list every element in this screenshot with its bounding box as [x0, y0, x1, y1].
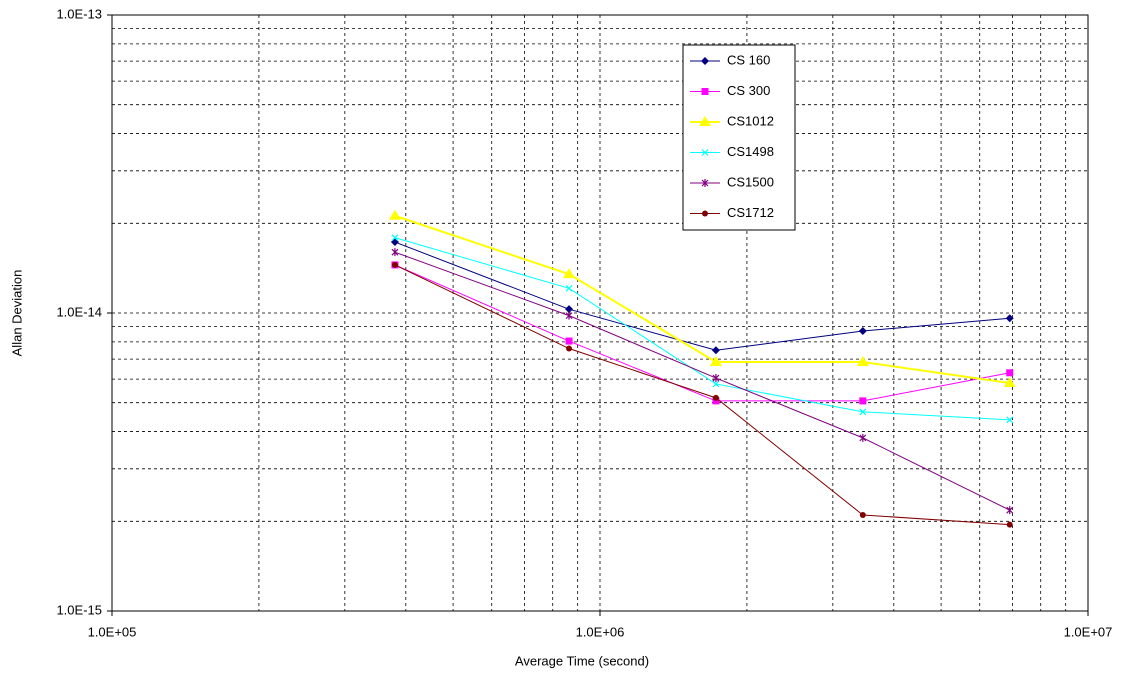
marker	[565, 311, 573, 320]
x-tick-label: 1.0E+06	[576, 624, 625, 639]
marker	[1005, 314, 1014, 323]
legend-label: CS1712	[727, 205, 774, 220]
x-tick-label: 1.0E+05	[88, 624, 137, 639]
x-tick-label: 1.0E+07	[1064, 624, 1113, 639]
marker	[859, 511, 866, 518]
marker	[712, 374, 720, 383]
marker	[565, 337, 573, 345]
legend-marker	[701, 88, 709, 95]
legend-marker	[702, 210, 708, 217]
legend-marker	[701, 179, 709, 187]
marker	[856, 355, 869, 366]
marker	[859, 433, 867, 442]
marker	[563, 268, 576, 279]
legend-label: CS1500	[727, 174, 774, 189]
marker	[388, 209, 401, 220]
marker	[1006, 416, 1014, 424]
marker	[1006, 521, 1013, 528]
x-axis-label: Average Time (second)	[515, 653, 649, 668]
y-tick-label: 1.0E-13	[56, 6, 102, 21]
marker	[712, 394, 719, 401]
legend-box	[682, 44, 796, 231]
marker	[859, 397, 867, 405]
marker	[711, 346, 720, 355]
marker	[712, 397, 720, 405]
legend-marker	[701, 57, 709, 65]
marker	[858, 327, 867, 336]
marker	[391, 261, 398, 268]
y-tick-label: 1.0E-15	[56, 602, 102, 617]
marker	[859, 408, 867, 416]
marker	[565, 284, 573, 292]
y-axis-label: Allan Deviation	[9, 270, 24, 357]
marker	[1006, 506, 1014, 515]
marker	[566, 345, 573, 352]
legend-marker	[699, 116, 711, 126]
marker	[1003, 377, 1016, 388]
legend-marker	[701, 149, 709, 156]
legend-label: CS1498	[727, 144, 774, 159]
marker	[391, 234, 399, 242]
marker	[1006, 369, 1014, 377]
y-tick-label: 1.0E-14	[56, 304, 102, 319]
legend-label: CS1012	[727, 113, 774, 128]
legend-label: CS 300	[727, 83, 770, 98]
marker	[565, 305, 574, 314]
plot-border	[111, 14, 1089, 612]
marker	[712, 380, 720, 388]
legend-label: CS 160	[727, 52, 770, 67]
marker	[709, 355, 722, 366]
marker	[391, 248, 399, 257]
